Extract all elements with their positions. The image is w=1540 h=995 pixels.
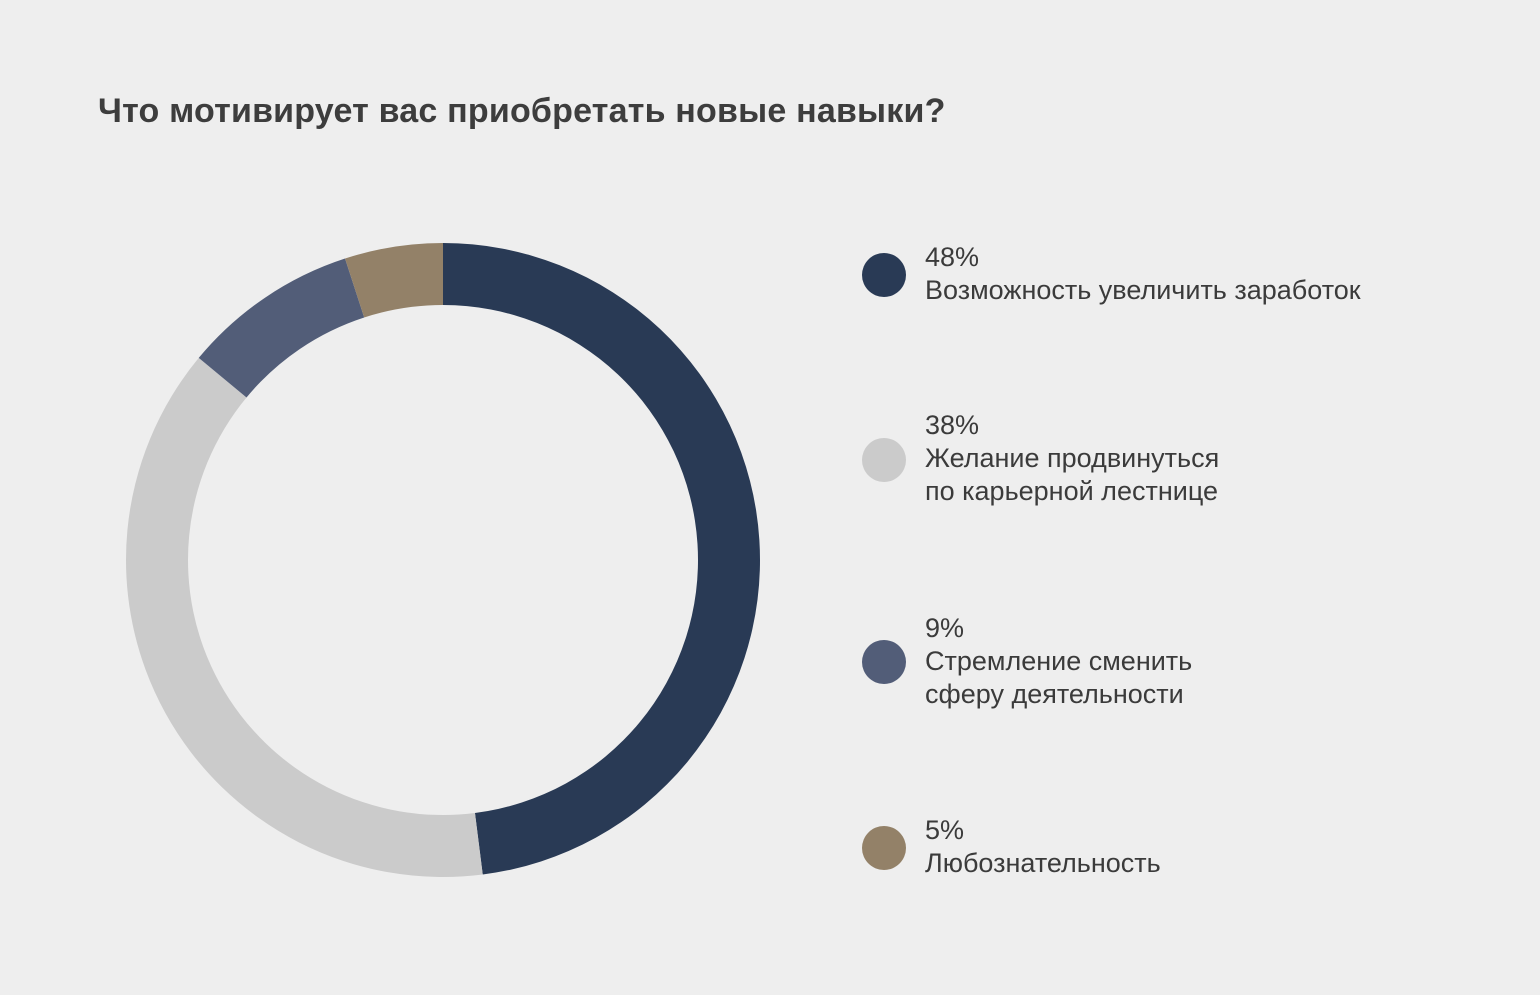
legend-swatch <box>862 826 906 870</box>
legend-label: по карьерной лестнице <box>925 476 1218 506</box>
legend-label: Желание продвинуться <box>925 443 1220 473</box>
legend-label: Стремление сменить <box>925 646 1193 676</box>
donut-slice-2 <box>125 357 483 877</box>
legend-value: 38% <box>925 410 980 440</box>
chart-title: Что мотивирует вас приобретать новые нав… <box>98 92 946 130</box>
legend-value: 48% <box>925 242 980 272</box>
donut-chart <box>125 243 761 877</box>
legend-swatch <box>862 438 906 482</box>
legend-value: 9% <box>925 613 965 643</box>
legend-label: сферу деятельности <box>925 679 1184 709</box>
legend-value: 5% <box>925 815 965 845</box>
donut-slice-3 <box>198 258 365 398</box>
legend-item: 38% Желание продвинуться по карьерной ле… <box>862 409 1482 509</box>
legend-item: 9% Стремление сменить сферу деятельности <box>862 612 1482 712</box>
legend-item: 5% Любознательность <box>862 814 1482 884</box>
legend-label: Возможность увеличить заработок <box>925 275 1361 305</box>
legend-item: 48% Возможность увеличить заработок <box>862 241 1482 311</box>
legend-label: Любознательность <box>925 848 1161 878</box>
legend-text: 38% Желание продвинуться по карьерной ле… <box>925 409 1219 508</box>
donut-slice-1 <box>443 243 761 875</box>
legend-text: 9% Стремление сменить сферу деятельности <box>925 612 1192 711</box>
legend-text: 5% Любознательность <box>925 814 1161 880</box>
donut-slice-4 <box>345 243 443 318</box>
legend-text: 48% Возможность увеличить заработок <box>925 241 1361 307</box>
legend-swatch <box>862 640 906 684</box>
donut-slices <box>125 243 761 877</box>
legend-swatch <box>862 253 906 297</box>
